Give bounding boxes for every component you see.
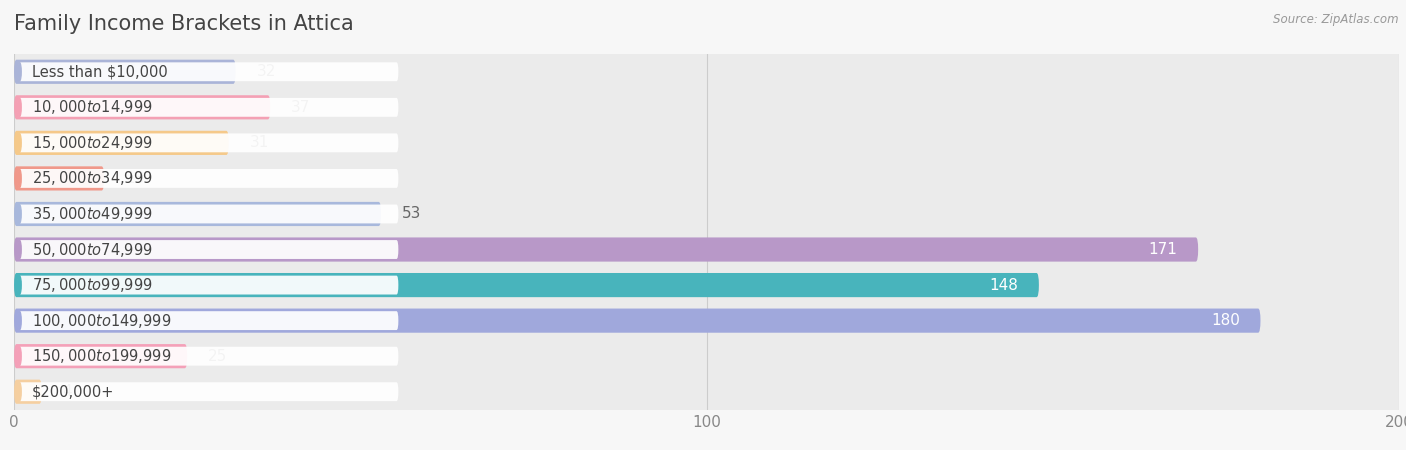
Text: $100,000 to $149,999: $100,000 to $149,999: [31, 311, 172, 329]
Text: $150,000 to $199,999: $150,000 to $199,999: [31, 347, 172, 365]
FancyBboxPatch shape: [14, 344, 187, 368]
Text: 171: 171: [1149, 242, 1177, 257]
Text: 32: 32: [256, 64, 276, 79]
Text: $75,000 to $99,999: $75,000 to $99,999: [31, 276, 152, 294]
FancyBboxPatch shape: [14, 60, 236, 84]
FancyBboxPatch shape: [17, 63, 398, 81]
FancyBboxPatch shape: [14, 54, 1399, 90]
Circle shape: [17, 311, 21, 330]
Text: $25,000 to $34,999: $25,000 to $34,999: [31, 170, 152, 187]
FancyBboxPatch shape: [14, 166, 104, 190]
Circle shape: [17, 205, 21, 223]
Text: $200,000+: $200,000+: [31, 384, 114, 399]
Text: Family Income Brackets in Attica: Family Income Brackets in Attica: [14, 14, 354, 33]
Text: $35,000 to $49,999: $35,000 to $49,999: [31, 205, 152, 223]
Circle shape: [17, 347, 21, 365]
FancyBboxPatch shape: [14, 303, 1399, 338]
FancyBboxPatch shape: [14, 196, 1399, 232]
FancyBboxPatch shape: [14, 95, 270, 119]
FancyBboxPatch shape: [14, 238, 1198, 261]
Circle shape: [17, 169, 21, 188]
Circle shape: [17, 63, 21, 81]
FancyBboxPatch shape: [14, 338, 1399, 374]
FancyBboxPatch shape: [14, 125, 1399, 161]
Text: 31: 31: [249, 135, 269, 150]
FancyBboxPatch shape: [14, 232, 1399, 267]
FancyBboxPatch shape: [14, 309, 1261, 333]
FancyBboxPatch shape: [17, 98, 398, 117]
Circle shape: [17, 98, 21, 117]
Circle shape: [17, 276, 21, 294]
Text: $15,000 to $24,999: $15,000 to $24,999: [31, 134, 152, 152]
FancyBboxPatch shape: [14, 273, 1039, 297]
FancyBboxPatch shape: [14, 267, 1399, 303]
FancyBboxPatch shape: [17, 347, 398, 365]
Text: 180: 180: [1211, 313, 1240, 328]
FancyBboxPatch shape: [14, 131, 229, 155]
FancyBboxPatch shape: [17, 205, 398, 223]
FancyBboxPatch shape: [17, 382, 398, 401]
Text: 148: 148: [990, 278, 1018, 292]
FancyBboxPatch shape: [17, 276, 398, 294]
Text: Source: ZipAtlas.com: Source: ZipAtlas.com: [1274, 14, 1399, 27]
FancyBboxPatch shape: [17, 311, 398, 330]
Text: Less than $10,000: Less than $10,000: [31, 64, 167, 79]
FancyBboxPatch shape: [17, 240, 398, 259]
FancyBboxPatch shape: [14, 90, 1399, 125]
FancyBboxPatch shape: [17, 169, 398, 188]
Circle shape: [17, 240, 21, 259]
FancyBboxPatch shape: [17, 134, 398, 152]
FancyBboxPatch shape: [14, 202, 381, 226]
Circle shape: [17, 382, 21, 401]
Text: 13: 13: [125, 171, 145, 186]
Text: 37: 37: [291, 100, 311, 115]
Text: 25: 25: [208, 349, 228, 364]
Text: $10,000 to $14,999: $10,000 to $14,999: [31, 99, 152, 116]
Text: 4: 4: [62, 384, 72, 399]
Text: $50,000 to $74,999: $50,000 to $74,999: [31, 240, 152, 258]
FancyBboxPatch shape: [14, 374, 1399, 410]
FancyBboxPatch shape: [14, 161, 1399, 196]
Circle shape: [17, 134, 21, 152]
FancyBboxPatch shape: [14, 380, 42, 404]
Text: 53: 53: [402, 207, 422, 221]
